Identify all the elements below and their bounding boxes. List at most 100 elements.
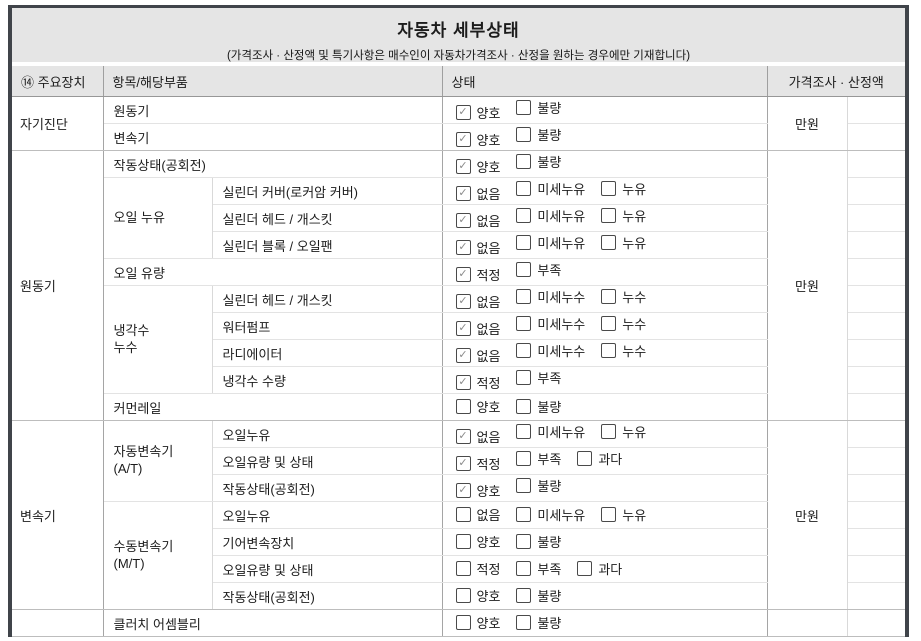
price-entry-cell (847, 366, 905, 394)
state-cell: 없음 미세누유 누유 (442, 501, 768, 529)
checkbox[interactable] (601, 208, 617, 223)
checkbox[interactable] (516, 316, 532, 331)
title-band: 자동차 세부상태 (가격조사 · 산정액 및 특기사항은 매수인이 자동차가격조… (12, 8, 905, 62)
checkbox-label: 불량 (537, 128, 562, 143)
checkbox[interactable] (601, 316, 617, 331)
group-label-cell (12, 609, 104, 637)
checkbox[interactable] (516, 100, 532, 115)
checkbox[interactable] (601, 343, 617, 358)
price-entry-cell (847, 123, 905, 151)
checkbox[interactable]: ✓ (455, 186, 471, 201)
checkbox[interactable]: ✓ (455, 294, 471, 309)
state-cell: ✓ 없음 미세누수 누수 (442, 339, 768, 367)
checkbox[interactable] (516, 154, 532, 169)
price-entry-cell (847, 96, 905, 124)
checkbox-option: ✓ 없음 (455, 427, 501, 446)
state-cell: ✓ 적정 부족 과다 (442, 447, 768, 475)
checkbox[interactable] (516, 289, 532, 304)
checkbox[interactable] (516, 451, 532, 466)
checkbox[interactable] (516, 424, 532, 439)
checkbox[interactable]: ✓ (455, 483, 471, 498)
checkbox[interactable] (516, 127, 532, 142)
checkbox[interactable]: ✓ (455, 456, 471, 471)
checkbox[interactable] (455, 615, 471, 630)
item-cell: 오일유량 및 상태 (212, 447, 443, 475)
item-cell: 오일누유 (212, 501, 443, 529)
header-state: 상태 (442, 66, 768, 97)
table-row: 변속기 ✓ 양호 불량 (12, 123, 905, 151)
item-cell: 실린더 헤드 / 개스킷 (212, 204, 443, 232)
checkbox[interactable]: ✓ (455, 348, 471, 363)
table-row: 수동변속기 (M/T) 오일누유 없음 미세누유 누유 (12, 501, 905, 610)
checkbox[interactable] (516, 478, 532, 493)
checkbox[interactable] (601, 424, 617, 439)
checkbox[interactable]: ✓ (455, 105, 471, 120)
checkbox[interactable]: ✓ (455, 267, 471, 282)
checkbox-label: 없음 (476, 349, 501, 364)
checkbox[interactable] (601, 181, 617, 196)
checkbox-label: 없음 (476, 430, 501, 445)
condition-table: ⑭ 주요장치 항목/해당부품 상태 가격조사 · 산정액 자기진단 원동기 ✓ 양호 불… (12, 66, 905, 637)
checkbox[interactable] (516, 561, 532, 576)
price-entry-cell (847, 285, 905, 313)
price-unit-cell: 만원 (767, 150, 848, 421)
checkbox-label: 불량 (537, 101, 562, 116)
checkbox[interactable] (516, 343, 532, 358)
table-row: 작동상태(공회전) 양호 불량 (12, 582, 905, 610)
item-cell: 클러치 어셈블리 (103, 609, 443, 637)
checkbox[interactable] (601, 235, 617, 250)
checkbox[interactable]: ✓ (455, 132, 471, 147)
checkbox[interactable]: ✓ (455, 375, 471, 390)
header-price-survey: 가격조사 · 산정액 (767, 66, 905, 97)
checkbox-option: ✓ 양호 (455, 157, 500, 176)
checkbox[interactable] (577, 561, 593, 576)
checkbox[interactable] (516, 208, 532, 223)
checkbox[interactable] (601, 289, 617, 304)
checkbox-option: ✓ 적정 (455, 265, 500, 284)
checkbox[interactable] (516, 615, 532, 630)
checkbox-label: 미세누유 (537, 508, 586, 523)
checkbox[interactable] (455, 507, 471, 522)
checkbox-label: 양호 (476, 535, 501, 550)
checkbox[interactable] (455, 561, 471, 576)
table-row: 실린더 블록 / 오일팬 ✓ 없음 미세누유 누유 (12, 231, 905, 259)
checkbox[interactable]: ✓ (455, 159, 471, 174)
checkbox[interactable] (455, 399, 471, 414)
checkbox[interactable]: ✓ (455, 429, 471, 444)
checkbox[interactable] (516, 534, 532, 549)
item-cell: 커먼레일 (103, 393, 443, 421)
checkbox[interactable] (516, 181, 532, 196)
checkbox[interactable]: ✓ (455, 213, 471, 228)
checkbox[interactable] (455, 534, 471, 549)
checkbox[interactable] (516, 588, 532, 603)
checkbox-option: 미세누수 (516, 287, 585, 306)
checkbox[interactable] (516, 370, 532, 385)
checkbox-option: 누수 (601, 341, 646, 360)
price-entry-cell (847, 258, 905, 286)
checkbox-label: 불량 (537, 535, 562, 550)
checkbox[interactable] (516, 507, 532, 522)
checkbox[interactable] (516, 399, 532, 414)
table-row: 오일 누유 실린더 커버(로커암 커버) ✓ 없음 미세누유 누유 (12, 177, 905, 259)
group-label-cell: 변속기 (12, 420, 104, 610)
table-row: 변속기 자동변속기 (A/T) 오일누유 ✓ 없음 미세누유 누유 만원 (12, 420, 905, 610)
price-entry-cell (847, 555, 905, 583)
checkbox[interactable] (577, 451, 593, 466)
checkbox[interactable] (601, 507, 617, 522)
checkbox[interactable]: ✓ (455, 240, 471, 255)
item-cell: 실린더 헤드 / 개스킷 (212, 285, 443, 313)
price-entry-cell (847, 150, 905, 178)
checkbox-label: 누유 (622, 209, 647, 224)
state-cell: 양호 불량 (442, 528, 768, 556)
checkbox-label: 양호 (476, 484, 501, 499)
checkbox-option: 과다 (577, 559, 622, 578)
checkbox-option: 누유 (601, 206, 646, 225)
checkbox[interactable] (516, 235, 532, 250)
checkbox-label: 적정 (476, 376, 501, 391)
checkbox-option: 미세누수 (516, 341, 585, 360)
checkbox[interactable] (455, 588, 471, 603)
checkbox[interactable] (516, 262, 532, 277)
checkbox[interactable]: ✓ (455, 321, 471, 336)
checkbox-option: ✓ 적정 (455, 454, 500, 473)
checkbox-option: 부족 (516, 559, 561, 578)
